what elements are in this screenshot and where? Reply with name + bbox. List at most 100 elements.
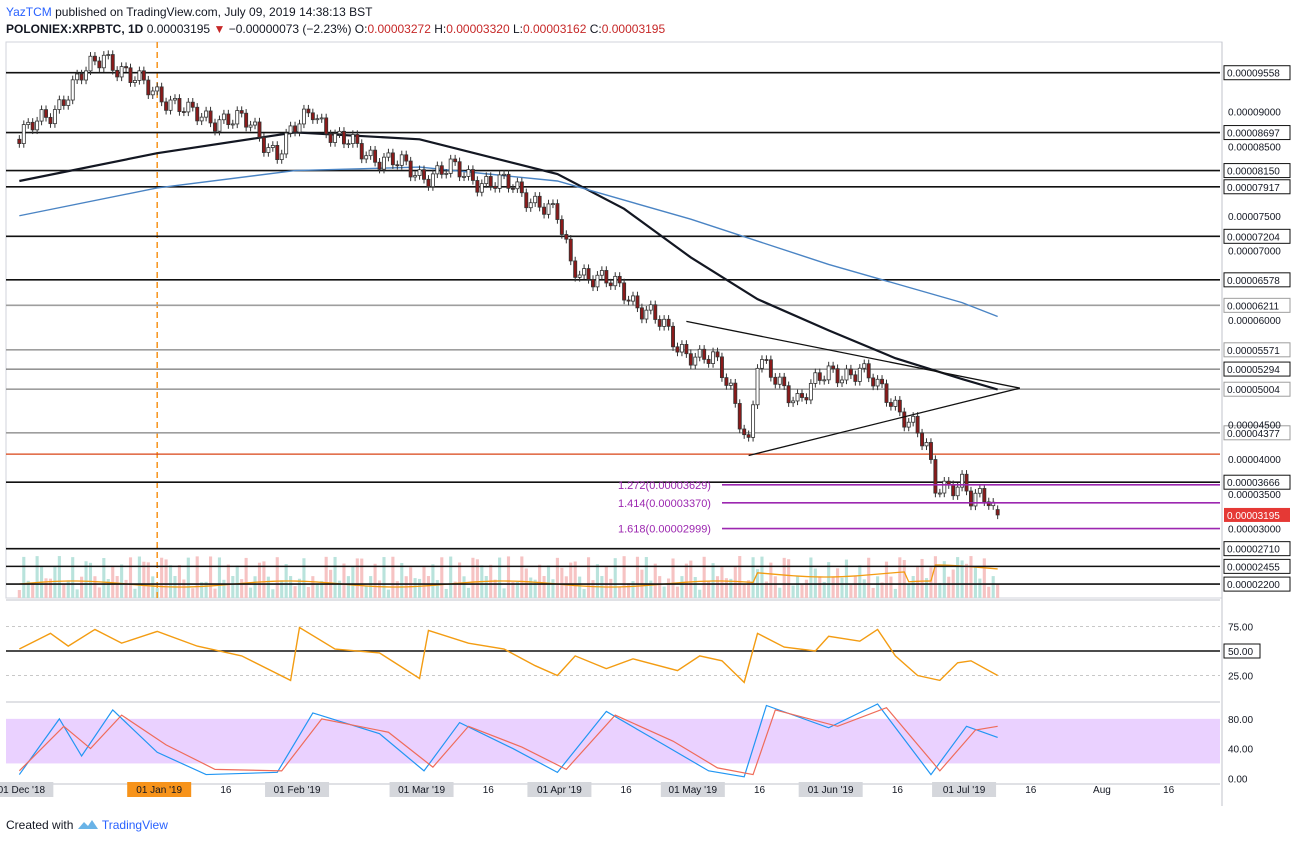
volume-bar [137, 556, 141, 598]
candle-body [484, 176, 489, 185]
candle-body [195, 106, 200, 122]
author-link[interactable]: YazTCM [6, 5, 52, 19]
candle-body [213, 122, 217, 132]
candle-body [653, 304, 658, 320]
volume-bar [93, 576, 97, 598]
stoch-tick-label: 40.00 [1228, 745, 1253, 756]
volume-bar [720, 567, 724, 598]
last-price: 0.00003195 [146, 22, 211, 36]
candle-body [813, 372, 818, 384]
stoch-rsi-pane[interactable] [6, 701, 1220, 778]
volume-bar [724, 578, 728, 598]
candle-body [706, 358, 711, 364]
volume-bar [924, 578, 929, 598]
candle-body [533, 195, 538, 204]
volume-bar [124, 579, 128, 598]
volume-bar [653, 563, 657, 598]
level-badge [1223, 425, 1291, 441]
time-tick-label: 16 [621, 785, 633, 796]
candle-body [92, 55, 97, 62]
volume-bar [342, 563, 346, 598]
rsi-tick-label: 50.00 [1228, 647, 1253, 658]
volume-bar [680, 576, 684, 598]
candle-body [875, 378, 880, 387]
price-tick-label: 0.00003500 [1228, 490, 1281, 501]
volume-bar [493, 579, 497, 598]
candle-body [306, 108, 311, 114]
level-label: 0.00007917 [1227, 183, 1280, 194]
candle-body [848, 368, 853, 376]
candle-body [164, 101, 169, 111]
volume-bar [520, 556, 524, 598]
volume-bar [564, 576, 568, 598]
rsi-pane[interactable] [6, 599, 1220, 684]
stoch-tick-label: 80.00 [1228, 715, 1253, 726]
candle-body [364, 155, 369, 160]
symbol-info: POLONIEX:XRPBTC, 1D 0.00003195 ▼ −0.0000… [6, 22, 665, 36]
candle-body [75, 73, 80, 81]
volume-bar [769, 562, 773, 598]
candle-body [719, 356, 724, 379]
volume-ma-line [19, 564, 998, 588]
volume-bar [644, 557, 648, 598]
price-change: −0.00000073 (−2.23%) [228, 22, 352, 36]
volume-bar [591, 580, 595, 598]
volume-bar [982, 558, 986, 598]
volume-bar [498, 557, 502, 598]
candle-body [119, 66, 124, 78]
price-tick-label: 0.00007000 [1228, 247, 1281, 258]
volume-bar [947, 576, 951, 598]
candle-body [800, 393, 804, 398]
candle-body [555, 203, 560, 220]
price-pane[interactable]: 1.272(0.00003629) 1.414(0.00003370) 1.618(… [5, 41, 1223, 599]
level-label: 0.00005571 [1227, 346, 1280, 357]
candle-body [230, 123, 235, 126]
candle-body [48, 116, 53, 125]
candle-body [688, 353, 693, 366]
volume-bar [44, 578, 48, 598]
level-badge [1223, 558, 1291, 574]
candle-body [977, 488, 982, 494]
candle-body [417, 169, 422, 176]
open-label: O: [354, 22, 368, 36]
level-label: 0.00008150 [1227, 167, 1280, 178]
time-label-box [127, 782, 192, 797]
time-label-box [0, 782, 54, 797]
candle-body [515, 181, 520, 190]
candle-body [604, 270, 609, 284]
volume-bar [177, 565, 181, 598]
volume-bar [573, 561, 577, 598]
triangle-lower-line [748, 387, 1021, 457]
candle-body [235, 110, 240, 125]
candle-body [791, 400, 796, 404]
volume-bar [618, 587, 622, 598]
volume-bar [627, 583, 631, 598]
tradingview-brand[interactable]: TradingView [101, 818, 168, 832]
candle-body [964, 473, 969, 492]
volume-bar [969, 556, 973, 598]
candle-body [439, 165, 444, 175]
symbol-name[interactable]: POLONIEX:XRPBTC, 1D [6, 22, 144, 36]
volume-bar [84, 561, 88, 598]
volume-bar [760, 556, 764, 598]
volume-bar [66, 580, 70, 598]
close-value: 0.00003195 [601, 22, 666, 36]
rsi-line [19, 626, 998, 684]
candle-body [141, 70, 146, 81]
level-badge [1223, 576, 1291, 592]
volume-bar [17, 590, 21, 598]
candle-body [239, 110, 244, 114]
level-label: 0.00007204 [1227, 232, 1280, 243]
axes: 0.00009558 0.00008697 0.00008150 0.00007917… [0, 42, 1291, 806]
current-price-label: 0.00003195 [1227, 511, 1280, 522]
level-label: 0.00005004 [1227, 385, 1280, 396]
volume-bar [546, 565, 551, 598]
ma100-line [19, 131, 998, 391]
candle-body [226, 113, 231, 126]
volume-bar [595, 564, 599, 598]
volume-bar [409, 567, 413, 598]
volume-bar [902, 559, 906, 598]
candle-body [826, 365, 831, 381]
candle-body [573, 260, 578, 278]
